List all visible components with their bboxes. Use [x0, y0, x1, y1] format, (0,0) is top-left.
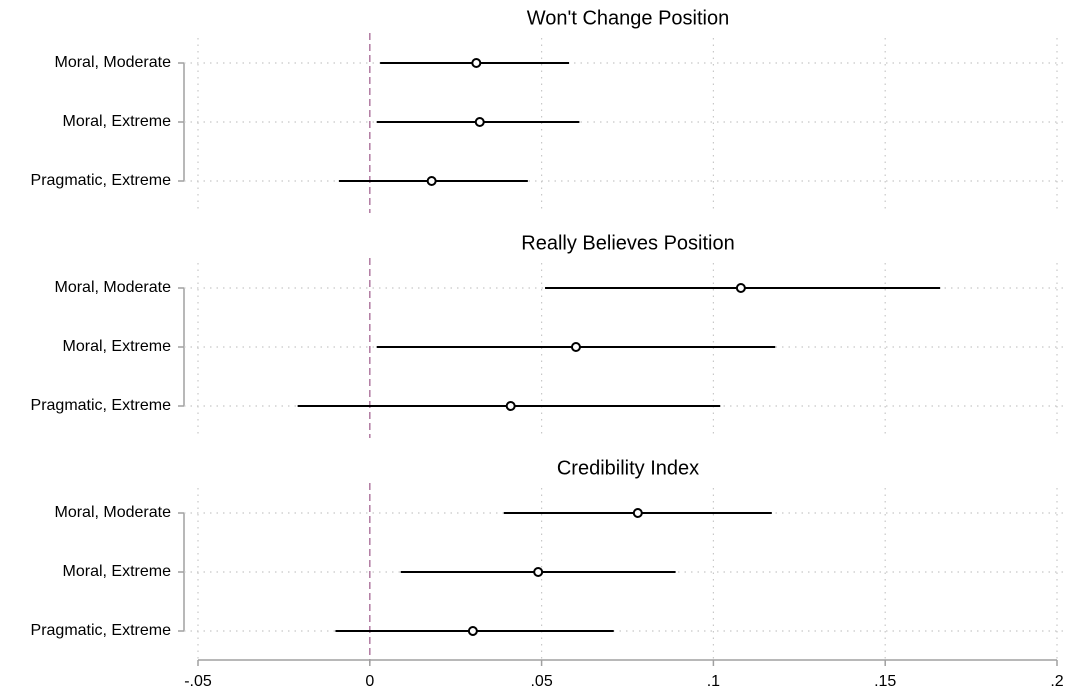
x-tick-label: 0	[365, 673, 374, 690]
point-estimate	[505, 401, 516, 411]
point-estimate	[471, 58, 482, 68]
panel-3: Credibility Index Moral, Moderate Moral, E…	[31, 457, 1065, 663]
x-tick-label: .05	[530, 673, 552, 690]
x-tick-label: .2	[1050, 673, 1063, 690]
x-tick-label: .1	[707, 673, 720, 690]
panel-title: Won't Change Position	[527, 7, 729, 29]
panel-title: Credibility Index	[557, 457, 699, 479]
point-estimate	[474, 117, 485, 127]
category-label: Pragmatic, Extreme	[31, 172, 172, 189]
point-estimate	[467, 626, 478, 636]
panel-1: Won't Change Position Moral, Moderate Mora…	[31, 7, 1065, 213]
category-label: Moral, Extreme	[63, 338, 172, 355]
x-tick-label: .15	[874, 673, 896, 690]
point-estimate	[735, 283, 746, 293]
panel-title: Really Believes Position	[521, 232, 734, 254]
category-label: Moral, Extreme	[63, 563, 172, 580]
category-label: Pragmatic, Extreme	[31, 622, 172, 639]
point-estimate	[426, 176, 437, 186]
point-estimate	[533, 567, 544, 577]
point-estimate	[632, 508, 643, 518]
category-label: Moral, Moderate	[55, 504, 172, 521]
category-label: Pragmatic, Extreme	[31, 397, 172, 414]
point-estimate	[570, 342, 581, 352]
category-label: Moral, Moderate	[55, 54, 172, 71]
x-tick-label: -.05	[184, 673, 212, 690]
panels-layer: Won't Change Position Moral, Moderate Mora…	[31, 7, 1065, 663]
x-axis: -.05 0 .05 .1 .15 .2	[184, 659, 1064, 690]
panel-2: Really Believes Position Moral, Moderate M…	[31, 232, 1065, 438]
category-label: Moral, Extreme	[63, 113, 172, 130]
category-label: Moral, Moderate	[55, 279, 172, 296]
